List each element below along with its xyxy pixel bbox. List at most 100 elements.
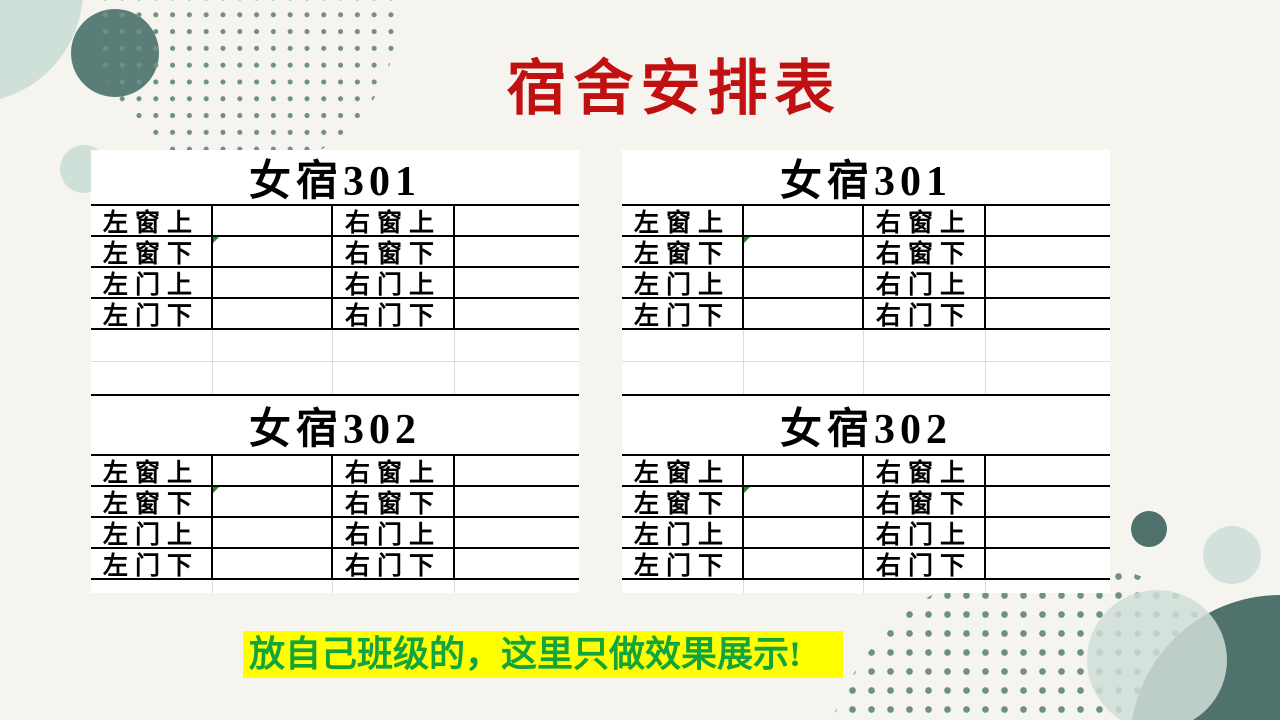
bed-label-cell: 右门下 [333,549,455,580]
table-row: 左窗上 右窗上 [622,206,1110,237]
bed-value-cell[interactable] [744,456,864,485]
table-row: 左门下 右门下 [91,549,579,580]
decor-teal-circle-small-bottom-right [1131,511,1167,547]
bed-value-cell[interactable] [455,206,579,235]
bed-value-cell[interactable] [213,549,333,578]
bed-value-cell[interactable] [213,237,333,266]
bed-value-cell[interactable] [744,487,864,516]
table-row: 左窗下 右窗下 [622,237,1110,268]
bed-label-cell: 左门下 [622,549,744,580]
bed-value-cell[interactable] [744,206,864,235]
bed-value-cell[interactable] [213,206,333,235]
bed-value-cell[interactable] [455,549,579,578]
dorm-sheet-right: 女宿301 左窗上 右窗上 左窗下 右窗下 左门上 右门上 左门下 右门下 女宿302 左窗上 右窗上… [622,150,1110,593]
bed-value-cell[interactable] [213,268,333,297]
table-header: 女宿301 [91,150,579,206]
empty-grid-row [91,580,579,593]
slide-title: 宿舍安排表 [506,56,842,122]
bed-label-cell: 右门上 [333,518,455,549]
table-row: 左窗上 右窗上 [622,456,1110,487]
empty-grid-row [622,362,1110,394]
bed-label-cell: 左窗上 [622,206,744,237]
table-header: 女宿302 [622,394,1110,456]
decor-pale-circle-small-bottom-right [1203,526,1261,584]
bed-value-cell[interactable] [455,487,579,516]
table-row: 左门上 右门上 [622,518,1110,549]
bed-label-cell: 左门下 [91,549,213,580]
bed-value-cell[interactable] [744,299,864,328]
bed-value-cell[interactable] [213,518,333,547]
bed-label-cell: 左窗下 [622,237,744,268]
bed-value-cell[interactable] [986,549,1110,578]
bed-label-cell: 左窗下 [91,237,213,268]
bed-value-cell[interactable] [213,299,333,328]
bed-label-cell: 右窗下 [864,237,986,268]
cell-error-indicator-icon [744,487,750,493]
bed-value-cell[interactable] [744,237,864,266]
bed-value-cell[interactable] [986,268,1110,297]
table-row: 左窗上 右窗上 [91,456,579,487]
bed-value-cell[interactable] [986,299,1110,328]
bed-label-cell: 左窗下 [622,487,744,518]
bed-value-cell[interactable] [455,268,579,297]
bed-value-cell[interactable] [744,268,864,297]
bed-label-cell: 左门上 [91,518,213,549]
bed-label-cell: 右窗上 [864,456,986,487]
bed-value-cell[interactable] [213,487,333,516]
table-header: 女宿301 [622,150,1110,206]
bed-label-cell: 右门下 [864,299,986,330]
bed-value-cell[interactable] [986,487,1110,516]
bed-label-cell: 右门下 [864,549,986,580]
bed-label-cell: 左窗上 [91,456,213,487]
bed-label-cell: 右窗上 [333,456,455,487]
table-header: 女宿302 [91,394,579,456]
table-row: 左窗下 右窗下 [91,237,579,268]
empty-grid-row [622,580,1110,593]
bed-value-cell[interactable] [213,456,333,485]
bed-label-cell: 右门上 [864,268,986,299]
bed-label-cell: 左门上 [622,518,744,549]
bed-value-cell[interactable] [455,518,579,547]
note-highlighted: 放自己班级的，这里只做效果展示! [243,631,843,678]
bed-value-cell[interactable] [455,237,579,266]
bed-label-cell: 右门上 [864,518,986,549]
bed-label-cell: 右窗下 [333,237,455,268]
bed-label-cell: 左门下 [622,299,744,330]
empty-grid-row [622,330,1110,362]
table-row: 左窗上 右窗上 [91,206,579,237]
table-row: 左门下 右门下 [91,299,579,330]
bed-label-cell: 右窗上 [864,206,986,237]
bed-label-cell: 右门下 [333,299,455,330]
bed-value-cell[interactable] [744,518,864,547]
bed-label-cell: 左窗上 [91,206,213,237]
table-row: 左门下 右门下 [622,549,1110,580]
empty-grid-row [91,330,579,362]
bed-value-cell[interactable] [986,456,1110,485]
table-row: 左门上 右门上 [622,268,1110,299]
bed-label-cell: 右窗下 [864,487,986,518]
table-row: 左门下 右门下 [622,299,1110,330]
bed-value-cell[interactable] [986,518,1110,547]
bed-value-cell[interactable] [455,299,579,328]
table-row: 左门上 右门上 [91,518,579,549]
bed-label-cell: 右门上 [333,268,455,299]
bed-label-cell: 左窗下 [91,487,213,518]
bed-label-cell: 右窗下 [333,487,455,518]
table-row: 左窗下 右窗下 [622,487,1110,518]
dorm-sheet-left: 女宿301 左窗上 右窗上 左窗下 右窗下 左门上 右门上 左门下 右门下 女宿302 左窗上 右窗上… [91,150,579,593]
bed-value-cell[interactable] [744,549,864,578]
bed-value-cell[interactable] [986,237,1110,266]
decor-translucent-circle-bottom-right [1087,590,1227,720]
bed-label-cell: 左门下 [91,299,213,330]
bed-label-cell: 左窗上 [622,456,744,487]
bed-value-cell[interactable] [455,456,579,485]
bed-label-cell: 右窗上 [333,206,455,237]
bed-label-cell: 左门上 [622,268,744,299]
cell-error-indicator-icon [213,237,219,243]
empty-grid-row [91,362,579,394]
cell-error-indicator-icon [744,237,750,243]
bed-label-cell: 左门上 [91,268,213,299]
bed-value-cell[interactable] [986,206,1110,235]
cell-error-indicator-icon [213,487,219,493]
